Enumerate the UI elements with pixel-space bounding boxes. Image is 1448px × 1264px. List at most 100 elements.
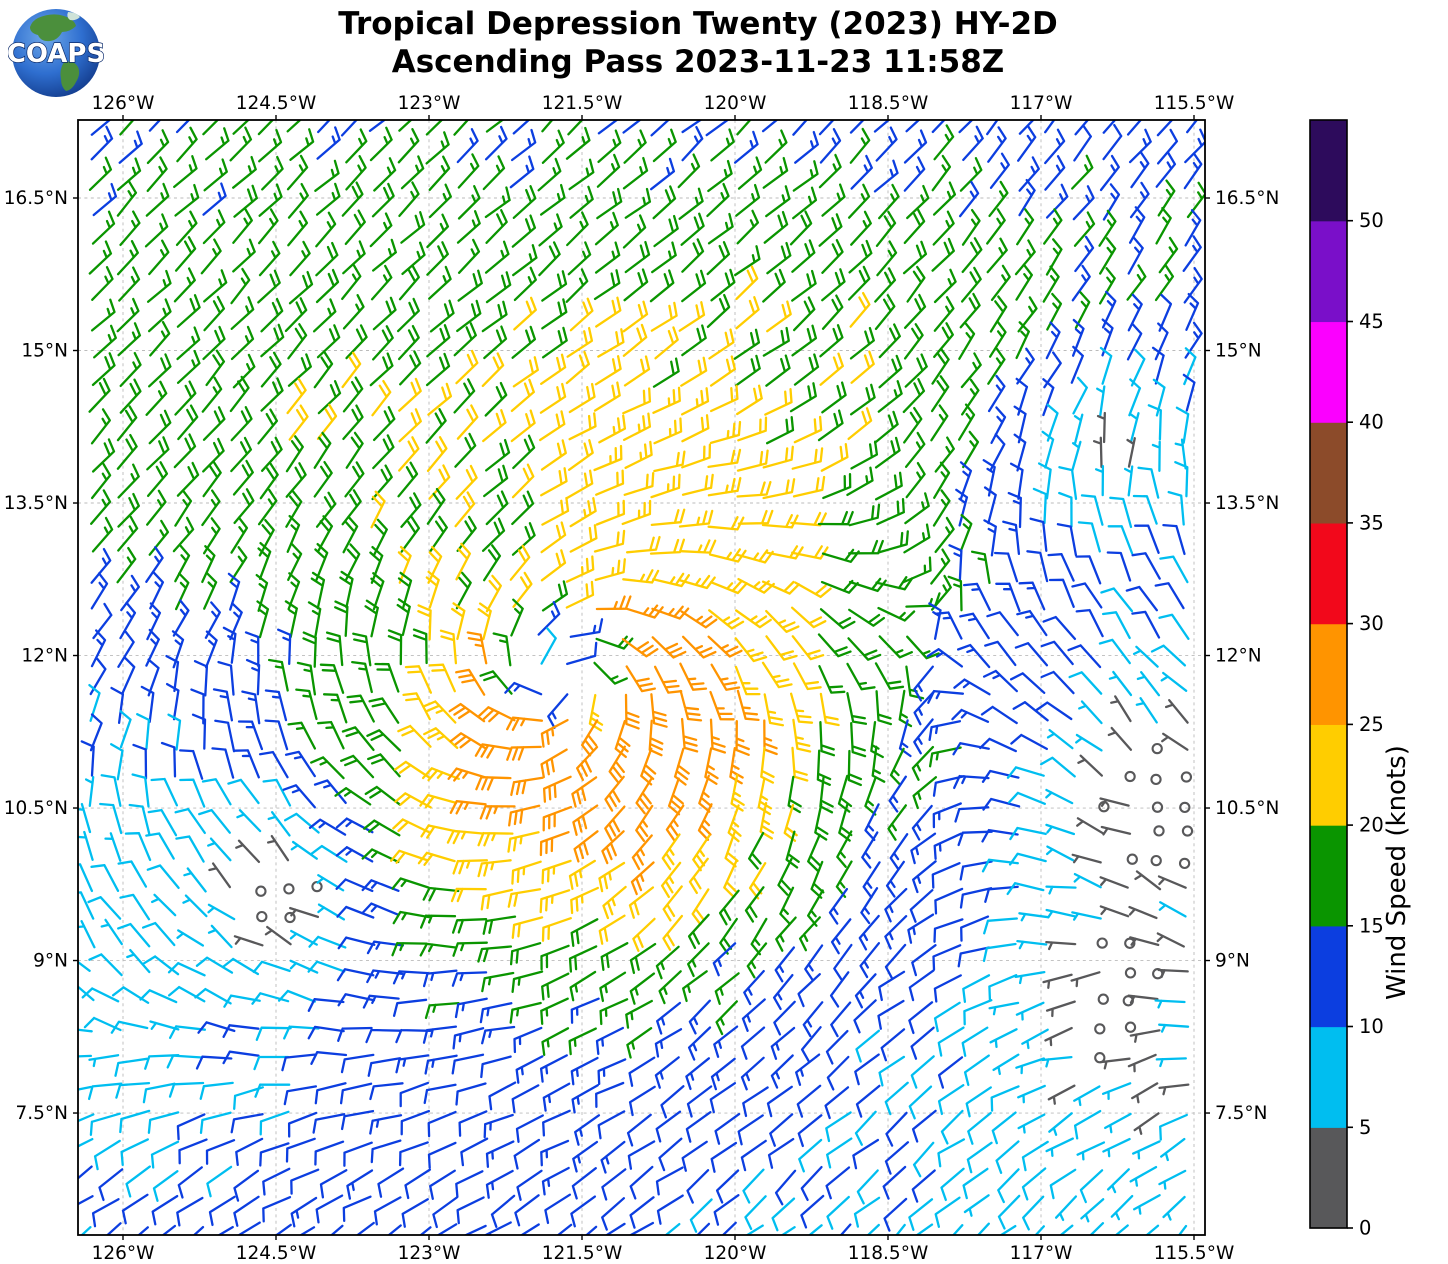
wind-barb: [802, 1001, 824, 1038]
wind-barb: [363, 819, 401, 837]
wind-barb: [512, 185, 537, 219]
wind-barb: [622, 387, 652, 415]
wind-barb: [88, 1054, 120, 1068]
wind-barb: [821, 548, 860, 563]
wind-barb: [336, 905, 375, 919]
wind-barb: [88, 156, 113, 191]
wind-barb: [898, 719, 912, 758]
wind-barb: [117, 463, 140, 499]
wind-barb: [908, 1001, 934, 1035]
wind-barb: [598, 914, 626, 945]
wind-barb: [482, 544, 502, 582]
wind-barb: [736, 689, 760, 722]
wind-barb: [392, 818, 431, 834]
wind-barb: [1042, 973, 1073, 989]
wind-barb: [983, 519, 997, 557]
wind-barb: [873, 159, 899, 193]
wind-barb: [322, 693, 348, 724]
wind-barb: [707, 159, 733, 193]
wind-barb: [302, 631, 317, 668]
logo-text: COAPS: [8, 39, 104, 69]
wind-barb: [1040, 640, 1074, 666]
wind-barb: [849, 326, 875, 360]
wind-barb: [959, 887, 993, 909]
wind-barb: [903, 156, 926, 192]
wind-barb: [1078, 700, 1103, 725]
wind-barb: [656, 1194, 684, 1225]
wind-barb: [513, 1026, 543, 1054]
wind-barb: [91, 210, 116, 245]
wind-barb: [734, 637, 768, 663]
wind-barb: [846, 466, 874, 497]
wind-barb: [371, 182, 395, 218]
colorbar-tick-label: 25: [1359, 713, 1384, 736]
wind-barb: [761, 120, 779, 133]
wind-barb: [539, 382, 567, 414]
wind-barb: [775, 916, 797, 952]
wind-barb: [682, 970, 708, 1003]
wind-barb: [207, 924, 233, 949]
wind-barb: [485, 574, 502, 613]
wind-barb: [132, 743, 148, 780]
wind-barb: [715, 1000, 738, 1036]
wind-barb: [117, 630, 135, 668]
wind-barb: [511, 522, 536, 556]
wind-barb: [568, 412, 597, 441]
wind-barb: [310, 844, 348, 863]
wind-barb: [793, 415, 823, 444]
wind-barb: [1067, 644, 1102, 669]
wind-barb: [963, 1054, 990, 1087]
wind-barb: [1006, 882, 1045, 896]
wind-barb: [1045, 1137, 1074, 1157]
wind-barb: [519, 1223, 540, 1235]
wind-barb: [236, 809, 262, 833]
wind-barb: [913, 718, 934, 755]
wind-barb: [1046, 292, 1063, 331]
colorbar-tick-label: 20: [1359, 814, 1384, 837]
wind-barb: [365, 1028, 402, 1044]
wind-barb: [826, 1055, 850, 1091]
wind-barb: [78, 802, 92, 834]
wind-barb: [78, 1028, 93, 1033]
wind-barb: [825, 1029, 849, 1065]
wind-barb: [911, 1169, 936, 1203]
wind-barb: [377, 1167, 405, 1198]
wind-barb: [848, 503, 881, 527]
wind-barb: [911, 1109, 937, 1143]
wind-barb: [667, 777, 684, 816]
wind-barb: [541, 1027, 570, 1057]
wind-barb: [232, 120, 250, 135]
wind-barb: [623, 129, 647, 164]
wind-barb: [982, 797, 1021, 811]
wind-barb: [540, 627, 557, 665]
wind-barb: [286, 514, 301, 553]
wind-barb: [572, 1140, 599, 1173]
wind-barb: [404, 665, 433, 694]
wind-barb: [400, 155, 425, 190]
wind-barb: [235, 839, 261, 864]
wind-barb: [877, 606, 916, 622]
wind-barb: [88, 953, 123, 977]
wind-barb: [931, 237, 955, 272]
wind-barb: [423, 727, 459, 750]
wind-barb: [398, 436, 420, 472]
wind-barb: [116, 433, 138, 470]
calm-circle: [1180, 771, 1193, 783]
wind-barb: [456, 1196, 485, 1225]
wind-barb: [335, 846, 374, 863]
wind-barb: [650, 120, 671, 137]
wind-barb: [889, 747, 905, 786]
wind-barb: [368, 120, 387, 132]
wind-barb: [257, 269, 281, 304]
wind-barb: [89, 657, 107, 696]
wind-barb: [966, 1141, 993, 1174]
wind-barb: [125, 1165, 151, 1198]
wind-barb: [655, 945, 680, 980]
wind-barb: [146, 864, 180, 890]
wind-barb: [791, 239, 816, 273]
wind-barb: [937, 1084, 965, 1116]
wind-barb: [565, 350, 590, 385]
wind-barb: [258, 183, 283, 217]
wind-barb: [1056, 523, 1078, 557]
wind-barb: [874, 471, 903, 501]
